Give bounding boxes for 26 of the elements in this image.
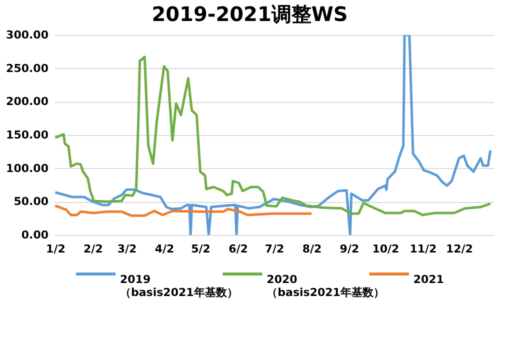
x-tick-label: 10/2 <box>372 242 400 256</box>
line-series <box>54 35 492 235</box>
chart-title: 2019-2021调整WS <box>152 2 348 26</box>
y-tick-label: 250.00 <box>6 62 49 75</box>
x-tick-label: 9/2 <box>340 242 360 256</box>
line-series <box>54 204 313 217</box>
x-tick-label: 3/2 <box>117 242 137 256</box>
legend-label: 2019 （basis2021年基数） <box>120 273 238 299</box>
x-tick-label: 11/2 <box>410 242 437 256</box>
legend-label: 2020 （basis2021年基数） <box>266 273 384 299</box>
legend-label: 2021 <box>413 273 444 286</box>
y-tick-label: 50.00 <box>14 195 49 208</box>
y-tick-label: 200.00 <box>6 95 49 108</box>
x-tick-label: 6/2 <box>228 242 248 256</box>
y-tick-label: 150.00 <box>6 128 49 142</box>
x-tick-label: 2/2 <box>84 242 103 256</box>
x-tick-label: 8/2 <box>302 242 322 256</box>
x-tick-label: 4/2 <box>154 242 174 256</box>
line-series <box>54 56 492 216</box>
y-tick-label: 100.00 <box>6 162 49 175</box>
x-tick-label: 1/2 <box>46 242 66 256</box>
y-tick-label: 300.00 <box>6 28 49 42</box>
y-tick-label: 0.00 <box>21 228 49 242</box>
x-tick-label: 5/2 <box>191 242 210 256</box>
x-tick-label: 12/2 <box>446 242 473 256</box>
x-tick-label: 7/2 <box>264 242 284 256</box>
